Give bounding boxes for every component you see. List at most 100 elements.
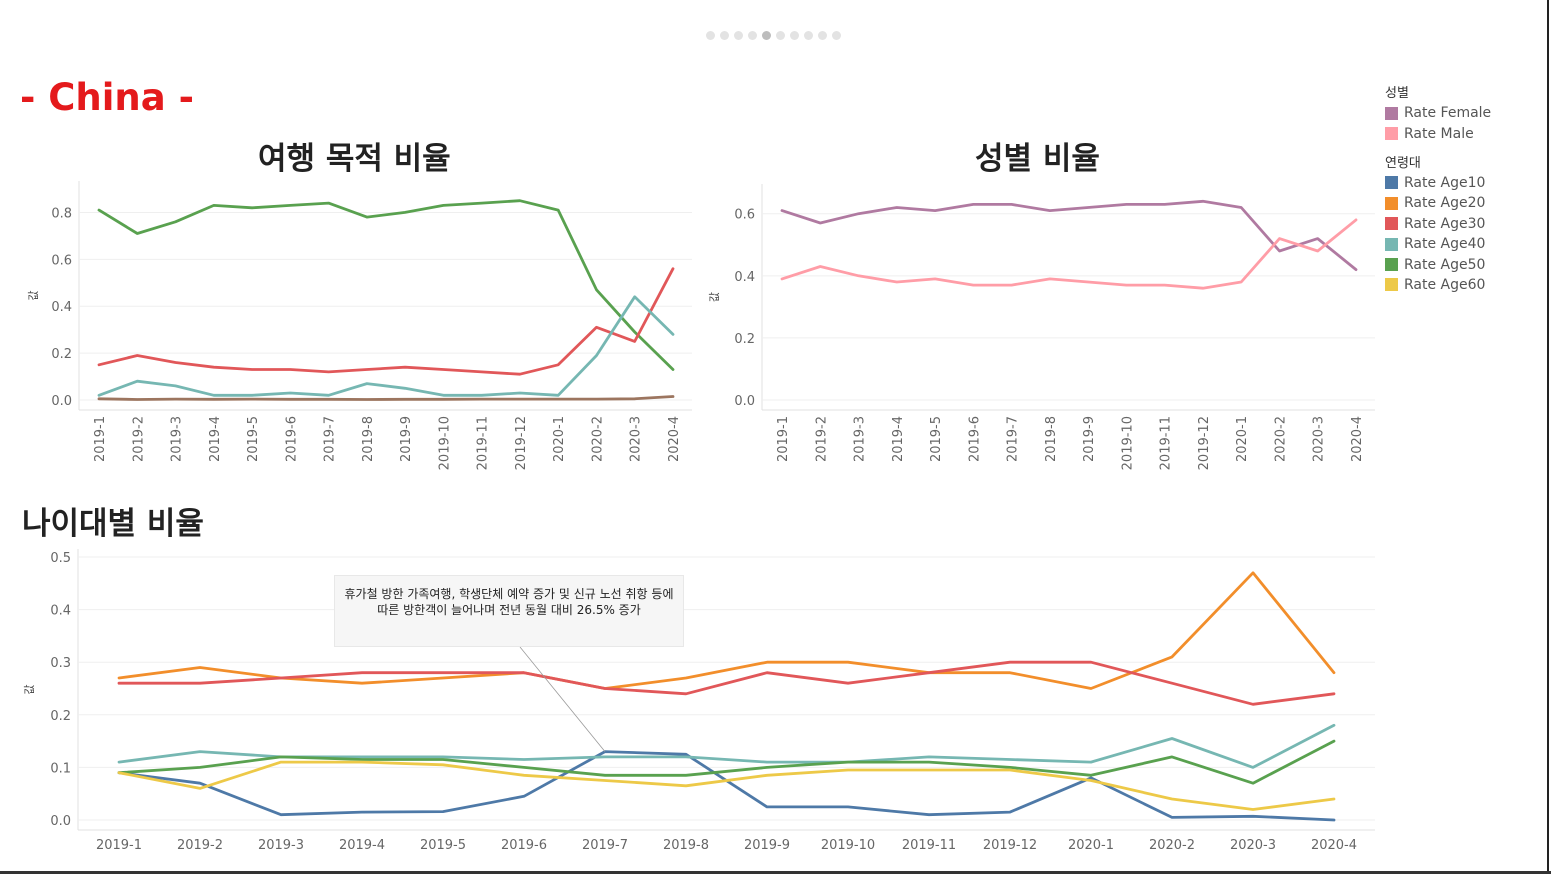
y-tick-label: 0.8 <box>51 206 72 221</box>
age-legend-item[interactable]: Rate Age20 <box>1385 193 1491 213</box>
x-tick-label: 2019-11 <box>1159 416 1174 470</box>
purpose-series-0-line <box>97 199 675 371</box>
legend-swatch <box>1385 217 1398 231</box>
x-tick-label: 2020-2 <box>1149 838 1195 853</box>
age-legend-item[interactable]: Rate Age50 <box>1385 254 1491 274</box>
x-tick-label: 2019-7 <box>323 416 338 462</box>
y-tick-label: 0.2 <box>51 347 72 362</box>
legend-label: Rate Female <box>1404 105 1492 122</box>
legend-label: Rate Age40 <box>1404 236 1486 253</box>
x-tick-label: 2019-3 <box>258 838 304 853</box>
x-tick-label: 2019-11 <box>476 416 491 470</box>
y-tick-label: 0.6 <box>734 208 755 223</box>
age-legend-item[interactable]: Rate Age30 <box>1385 214 1491 234</box>
pager-dot[interactable] <box>734 31 743 40</box>
x-tick-label: 2019-10 <box>1120 416 1135 470</box>
annotation-leader-line <box>519 646 606 752</box>
x-tick-label: 2019-12 <box>1197 416 1212 470</box>
legend-swatch <box>1385 106 1398 120</box>
purpose-series-2-line <box>97 295 675 397</box>
x-tick-label: 2019-10 <box>821 838 875 853</box>
legend-panel: 성별 Rate Female Rate Male 연령대 Rate Age10 Ra… <box>1385 82 1491 295</box>
y-tick-label: 0.3 <box>50 656 71 671</box>
legend-swatch <box>1385 196 1398 210</box>
y-tick-label: 0.4 <box>51 300 72 315</box>
age-series-rate-age60-line <box>117 760 1336 811</box>
legend-label: Rate Age60 <box>1404 276 1486 293</box>
y-tick-label: 0.1 <box>50 761 71 776</box>
gender-series-rate-male-line <box>780 218 1358 290</box>
story-pager[interactable] <box>706 31 841 40</box>
y-axis-label: 값 <box>708 292 721 302</box>
purpose-series-1-line <box>97 267 675 376</box>
age-legend-title: 연령대 <box>1385 155 1421 171</box>
gender-chart: 0.0 0.2 0.4 0.6 값 2019-1 2019-2 2019-3 2019-4 201… <box>708 184 1375 470</box>
x-tick-label: 2020-1 <box>1235 416 1250 462</box>
x-tick-label: 2019-9 <box>744 838 790 853</box>
x-tick-label: 2019-3 <box>853 416 868 462</box>
annotation-tooltip: 휴가철 방한 가족여행, 학생단체 예약 증가 및 신규 노선 취항 등에 따른… <box>334 575 684 647</box>
y-tick-label: 0.4 <box>734 270 755 285</box>
age-legend-item[interactable]: Rate Age40 <box>1385 234 1491 254</box>
legend-swatch <box>1385 176 1398 190</box>
y-tick-label: 0.0 <box>734 394 755 409</box>
pager-dot[interactable] <box>748 31 757 40</box>
pager-dot[interactable] <box>762 31 771 40</box>
x-tick-label: 2019-7 <box>1006 416 1021 462</box>
y-tick-label: 0.4 <box>50 604 71 619</box>
x-tick-label: 2019-9 <box>1082 416 1097 462</box>
gender-series-rate-female-line <box>780 199 1358 272</box>
legend-swatch <box>1385 258 1398 272</box>
x-tick-label: 2019-5 <box>246 416 261 462</box>
window-bottom-edge <box>0 871 1551 874</box>
age-chart: 0.0 0.1 0.2 0.3 0.4 0.5 값 2019-1 2019-2 2019-3 201… <box>23 549 1375 853</box>
pager-dot[interactable] <box>790 31 799 40</box>
age-legend-item[interactable]: Rate Age10 <box>1385 173 1491 193</box>
x-tick-label: 2019-2 <box>177 838 223 853</box>
x-tick-label: 2020-3 <box>1230 838 1276 853</box>
x-tick-label: 2020-3 <box>629 416 644 462</box>
x-tick-label: 2019-11 <box>902 838 956 853</box>
x-tick-label: 2019-12 <box>983 838 1037 853</box>
purpose-chart: 0.0 0.2 0.4 0.6 0.8 값 2019-1 2019-2 2019-3 2019-4… <box>27 181 692 470</box>
x-tick-label: 2019-1 <box>96 838 142 853</box>
x-tick-label: 2019-2 <box>814 416 829 462</box>
age-legend-item[interactable]: Rate Age60 <box>1385 275 1491 295</box>
y-tick-label: 0.2 <box>50 709 71 724</box>
pager-dot[interactable] <box>706 31 715 40</box>
pager-dot[interactable] <box>720 31 729 40</box>
x-tick-label: 2019-9 <box>399 416 414 462</box>
y-tick-label: 0.0 <box>50 814 71 829</box>
age-series-rate-age50-line <box>117 739 1336 785</box>
pager-dot[interactable] <box>832 31 841 40</box>
x-tick-label: 2019-4 <box>891 416 906 462</box>
x-tick-label: 2019-6 <box>967 416 982 462</box>
gender-chart-title: 성별 비율 <box>975 141 1100 177</box>
pager-dot[interactable] <box>818 31 827 40</box>
x-tick-label: 2020-3 <box>1312 416 1327 462</box>
x-tick-label: 2019-10 <box>437 416 452 470</box>
x-tick-label: 2020-1 <box>552 416 567 462</box>
x-tick-label: 2019-8 <box>1044 416 1059 462</box>
legend-swatch <box>1385 237 1398 251</box>
legend-label: Rate Age30 <box>1404 215 1486 232</box>
legend-label: Rate Age10 <box>1404 174 1486 191</box>
x-tick-label: 2019-2 <box>131 416 146 462</box>
x-tick-label: 2019-3 <box>170 416 185 462</box>
x-tick-label: 2020-1 <box>1068 838 1114 853</box>
country-title: - China - <box>20 76 194 119</box>
x-tick-label: 2020-4 <box>667 416 682 462</box>
x-tick-label: 2019-1 <box>776 416 791 462</box>
x-tick-label: 2019-7 <box>582 838 628 853</box>
x-tick-label: 2019-4 <box>208 416 223 462</box>
x-tick-label: 2019-5 <box>420 838 466 853</box>
pager-dot[interactable] <box>804 31 813 40</box>
y-tick-label: 0.2 <box>734 332 755 347</box>
gender-legend-item[interactable]: Rate Male <box>1385 123 1491 143</box>
pager-dot[interactable] <box>776 31 785 40</box>
x-tick-label: 2020-4 <box>1350 416 1365 462</box>
gender-legend-item[interactable]: Rate Female <box>1385 103 1491 123</box>
x-tick-label: 2020-4 <box>1311 838 1357 853</box>
x-tick-label: 2019-1 <box>93 416 108 462</box>
